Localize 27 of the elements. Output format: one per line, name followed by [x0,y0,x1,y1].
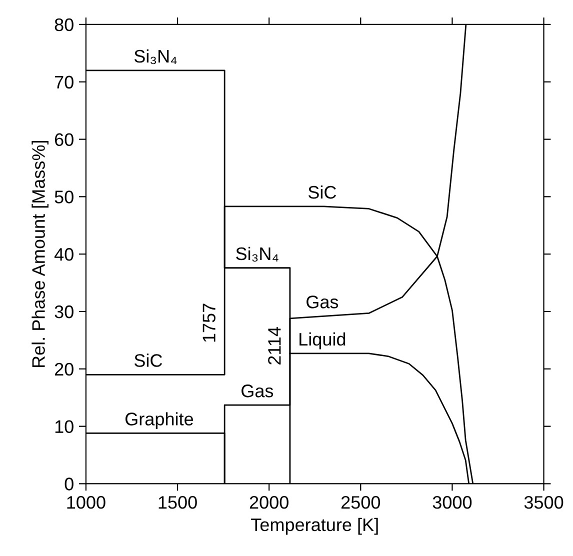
y-axis-title: Rel. Phase Amount [Mass%] [32,140,49,368]
annotation: Si₃N₄ [236,246,278,262]
annotation: Gas [306,296,338,308]
x-tick-label: 2000 [250,496,288,509]
y-tick-label: 0 [64,478,74,490]
annotation: Si₃N₄ [134,49,177,64]
y-tick-label: 40 [54,248,74,261]
x-axis-title: Temperature [K] [251,518,378,535]
annotation: SiC [308,185,336,199]
y-tick-label: 10 [55,420,74,434]
annotation: Graphite [125,412,194,430]
y-tick-label: 70 [54,76,74,89]
x-tick-label: 1500 [158,496,197,509]
y-tick-label: 30 [54,305,74,318]
annotation: Gas [242,384,274,398]
x-tick-label: 2500 [341,496,380,509]
annotation: Liquid [300,332,346,350]
annotation: 1757 [202,304,216,342]
x-tick-label: 1000 [67,496,106,509]
y-tick-label: 20 [54,362,74,376]
annotation: SiC [134,354,162,367]
x-tick-label: 3000 [432,496,472,509]
x-tick-label: 3500 [524,496,564,509]
y-tick-label: 80 [54,18,74,32]
y-tick-label: 50 [54,190,74,204]
y-tick-label: 60 [54,133,74,146]
annotation: 2114 [268,327,281,364]
